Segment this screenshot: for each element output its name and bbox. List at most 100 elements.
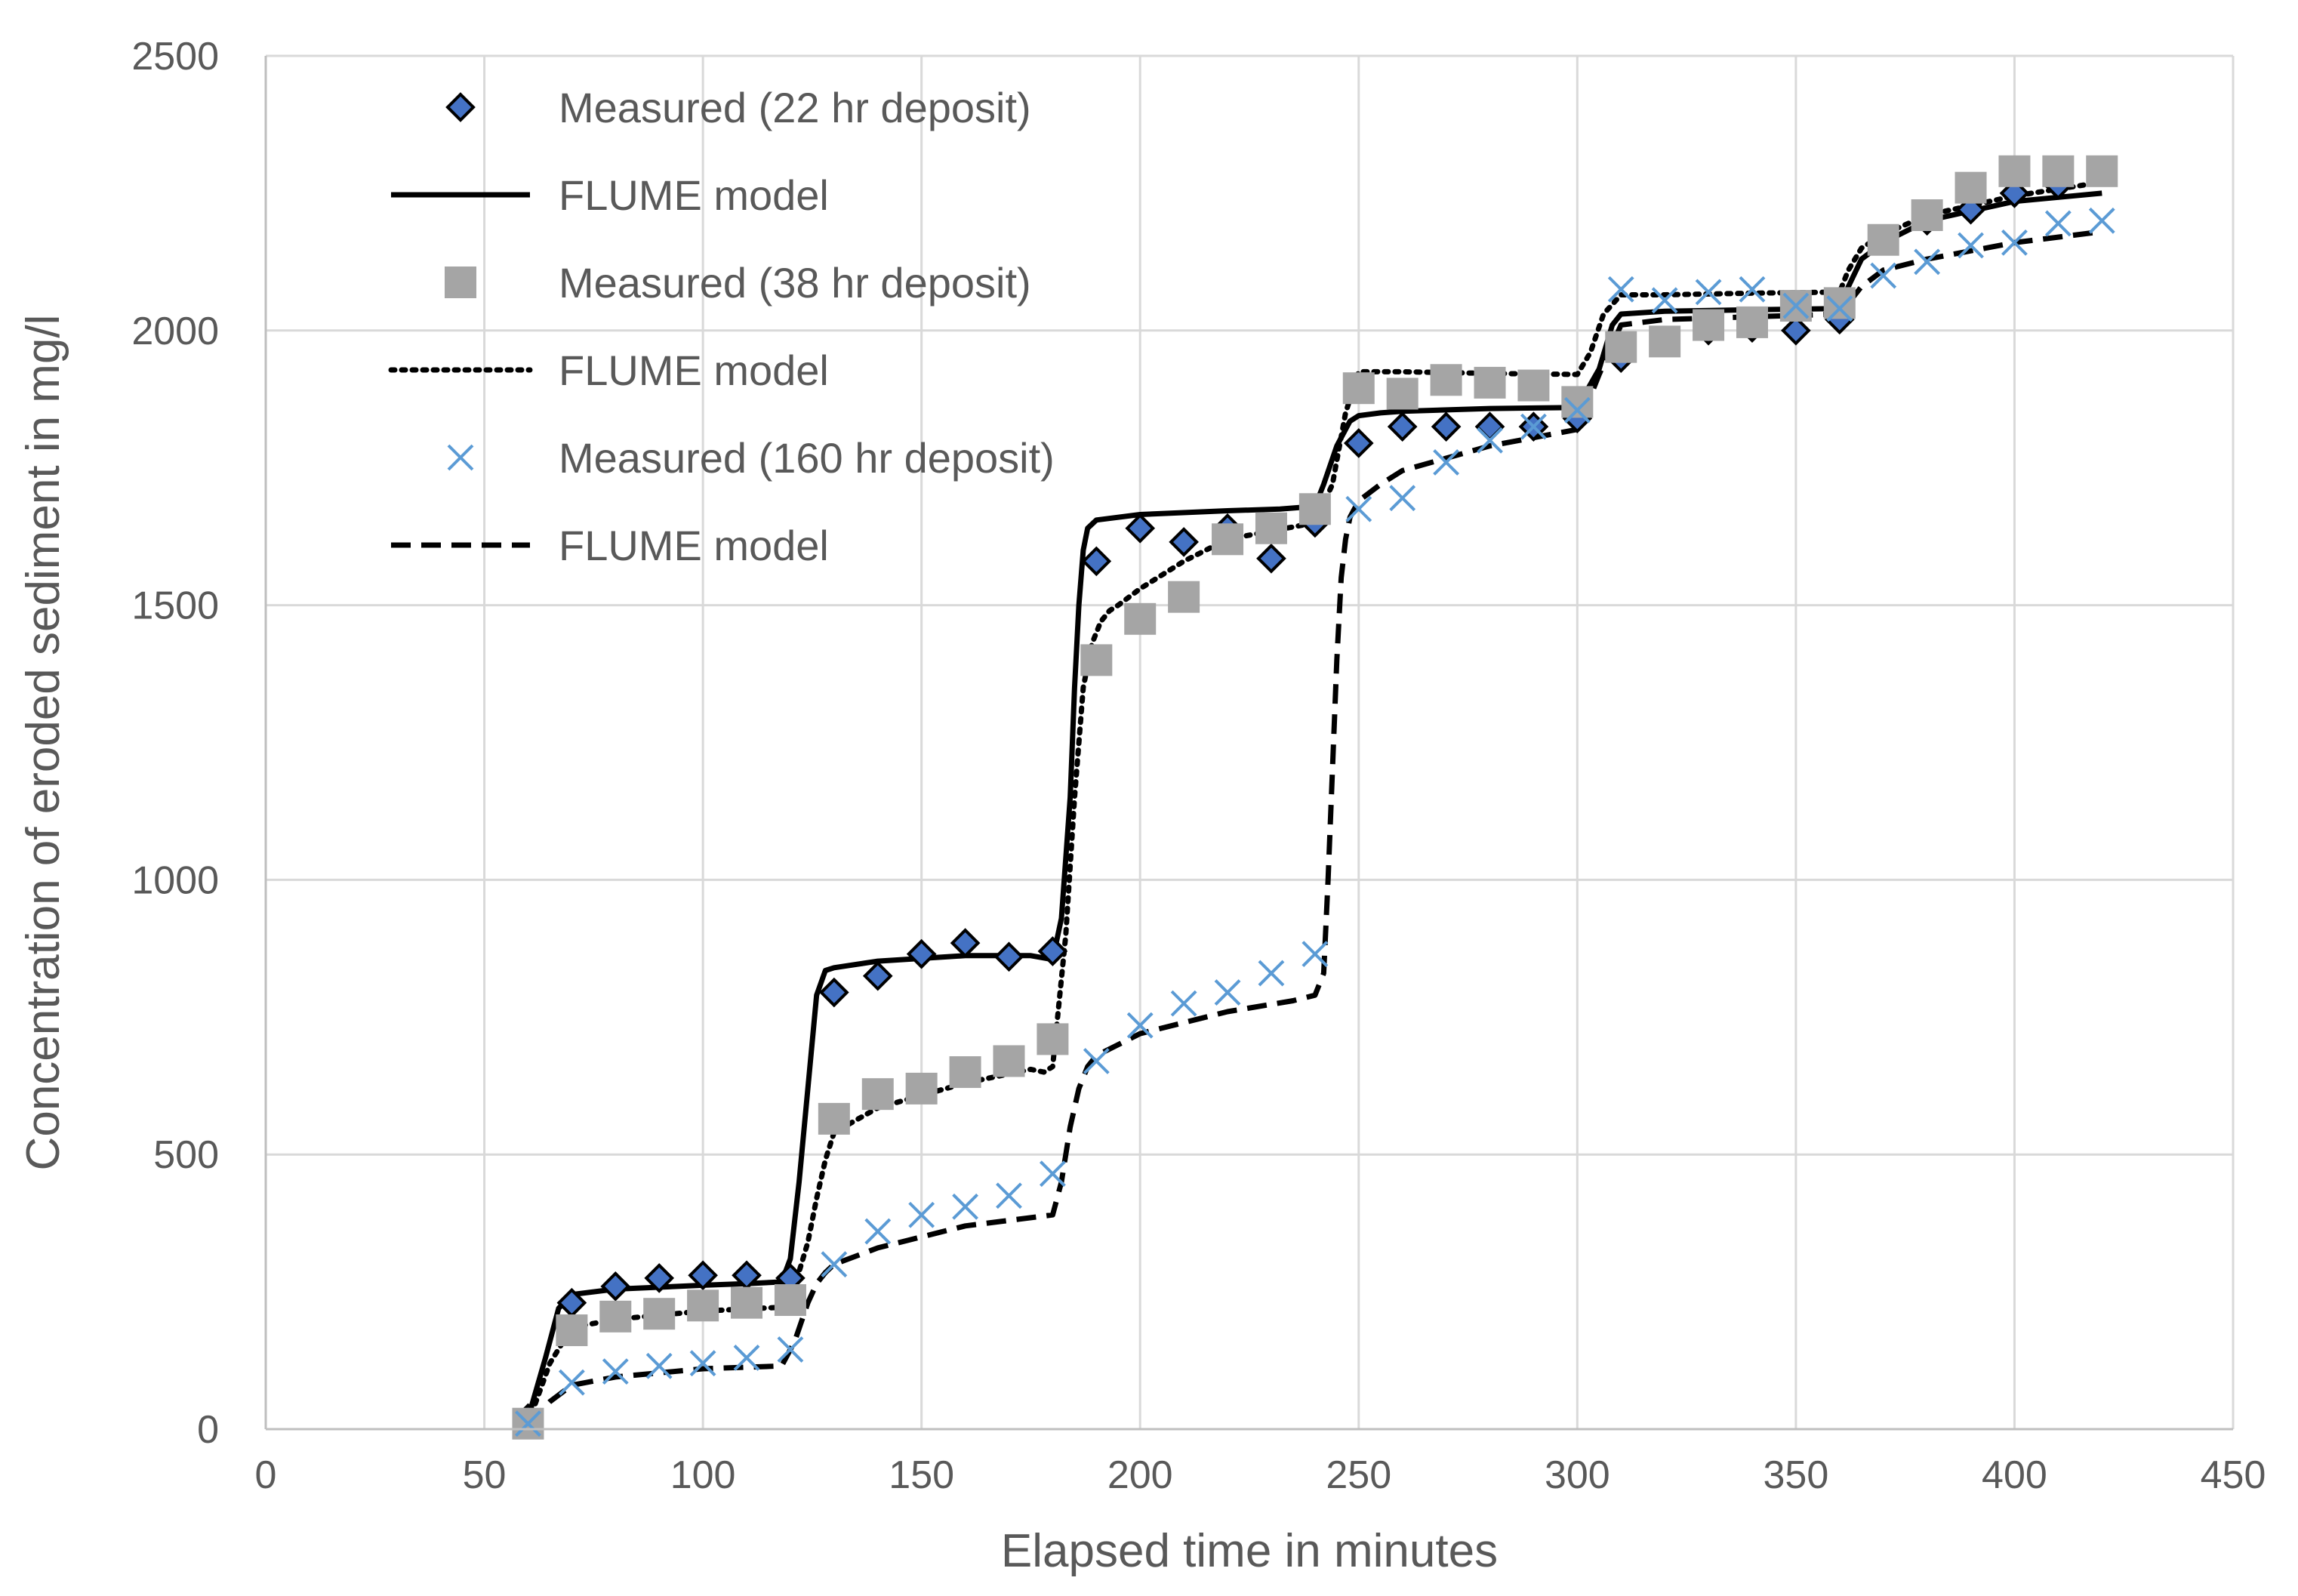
series-1-point [1431,411,1462,442]
legend-item-3: Measured (38 hr deposit) [445,259,1031,307]
legend-label-1: Measured (22 hr deposit) [559,84,1031,131]
series-5-point [1782,292,1810,319]
series-3-point [905,1072,938,1105]
series-5-point [1739,276,1766,303]
series-3-point [1911,199,1943,232]
series-5-point [1170,990,1197,1017]
series-3-point [1561,386,1594,418]
series-5-point [2044,210,2072,237]
series-5-point [952,1193,978,1220]
legend-item-5: Measured (160 hr deposit) [447,434,1055,482]
series-5-point [1914,248,1941,276]
series-5-point [821,1251,848,1278]
series-5-point [1826,295,1853,322]
series-5-point [2088,207,2115,234]
series-5-point [1345,495,1372,522]
series-5-point [1301,941,1329,968]
series-5-point [1520,413,1547,440]
x-tick-label: 200 [1107,1453,1173,1497]
series-5-point [1039,1160,1066,1188]
series-2 [525,190,2102,1419]
series-5-point [908,1201,935,1228]
series-5-point [1433,449,1460,476]
series-5-point [1958,232,1984,259]
series-1-point [600,1271,631,1302]
series-3-point [774,1284,806,1317]
y-tick-label: 500 [153,1133,219,1177]
series-2-line [525,190,2102,1419]
series-6-line [526,229,2102,1426]
series-3-point [1298,493,1331,525]
series-1-point [1081,546,1112,577]
legend-label-3: Measured (38 hr deposit) [559,259,1031,307]
series-3-point [1080,644,1113,676]
y-tick-label: 2500 [131,35,219,79]
series-5-point [515,1410,541,1437]
series-3-point [1693,309,1725,341]
series-3-point [1124,602,1157,635]
series-3-point [556,1314,588,1347]
legend-label-2: FLUME model [559,171,829,219]
series-5-point [733,1344,760,1371]
series-5-point [602,1358,629,1385]
series-3-point [1998,155,2031,187]
legend-item-6: FLUME model [391,522,829,569]
series-1-point [644,1263,675,1293]
series-3-point [1955,171,1987,204]
series-3-point [2042,155,2075,187]
legend-label-6: FLUME model [559,522,829,569]
x-axis-title: Elapsed time in minutes [1001,1525,1498,1577]
x-tick-label: 350 [1764,1453,1829,1497]
series-5-point [1695,279,1722,306]
legend-swatch-5 [447,444,474,471]
series-3-point [1867,223,1899,256]
series-4-line [525,179,2105,1427]
series-3-point [949,1056,981,1089]
series-5-point [1870,262,1897,289]
series-1-point [1037,936,1068,966]
series-1-point [1343,428,1374,458]
gridlines [266,54,2235,1429]
series-1-point [1474,411,1505,442]
legend-label-5: Measured (160 hr deposit) [559,434,1055,482]
series-3-point [861,1078,894,1111]
series-5-point [689,1350,716,1377]
y-tick-label: 1000 [131,858,219,902]
y-axis-title: Concentration of eroded sediment in mg/l [17,315,69,1171]
series-3-point [1605,331,1637,363]
series-1-point [906,938,937,969]
series-3-point [1517,369,1550,402]
y-tick-label: 2000 [131,310,219,353]
x-tick-label: 250 [1326,1453,1391,1497]
series-5-point [2001,229,2028,256]
series-3-point [1342,372,1375,405]
series-3-point [2086,155,2118,187]
legend-swatch-1 [445,92,476,122]
series-1-point [1169,527,1199,557]
series-3-point [1430,364,1462,396]
series-3-point [993,1045,1025,1077]
series-3-point [1823,287,1856,319]
series-5-point [1651,287,1678,314]
series-5-point [1214,979,1241,1006]
series-1-point [688,1260,718,1291]
series-5 [515,207,2115,1437]
x-tick-label: 0 [255,1453,277,1497]
series-5-point [1126,1012,1154,1039]
series-1-point [950,928,981,958]
x-tick-label: 100 [670,1453,736,1497]
series-1-point [993,941,1024,972]
series-5-point [1607,276,1634,303]
series-1-point [1387,411,1418,442]
series-3-point [731,1286,763,1319]
x-tick-label: 150 [889,1453,954,1497]
series-3-point [687,1289,719,1322]
series-5-point [864,1218,892,1245]
series-3-point [1168,581,1200,613]
series-3-point [818,1102,850,1135]
legend-item-4: FLUME model [388,347,829,394]
legend: Measured (22 hr deposit) FLUME model Measu… [388,84,1055,569]
series-5-point [1477,427,1503,454]
series-1-point [1256,543,1286,574]
